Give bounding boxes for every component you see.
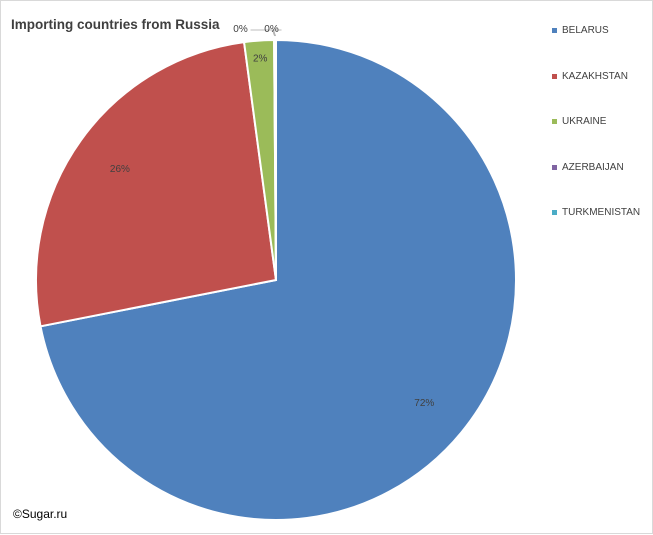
legend-label: KAZAKHSTAN bbox=[562, 70, 628, 82]
legend-swatch bbox=[552, 164, 557, 170]
chart-title: Importing countries from Russia bbox=[11, 17, 220, 32]
legend-label: UKRAINE bbox=[562, 116, 607, 127]
data-label-kazakhstan: 26% bbox=[110, 164, 130, 175]
legend-swatch bbox=[552, 73, 557, 79]
copyright-text: ©Sugar.ru bbox=[13, 507, 68, 521]
legend-label: BELARUS bbox=[562, 25, 609, 36]
leader-line bbox=[250, 29, 275, 37]
legend-label: AZERBAIJAN bbox=[562, 161, 624, 173]
legend-label: TURKMENISTAN bbox=[562, 207, 641, 218]
legend-swatch bbox=[552, 28, 557, 33]
pie-slice-kazakhstan bbox=[35, 41, 278, 328]
pie-slice-turkmenistan bbox=[274, 38, 277, 281]
data-label-ukraine: 2% bbox=[253, 53, 268, 64]
legend-swatch bbox=[552, 210, 557, 215]
legend-swatch bbox=[552, 119, 557, 124]
data-label-azerbaijan: 0% bbox=[233, 24, 248, 35]
leader-line bbox=[272, 29, 282, 37]
data-label-turkmenistan: 0% bbox=[264, 24, 279, 35]
pie-slice-belarus bbox=[39, 38, 517, 521]
data-label-belarus: 72% bbox=[414, 398, 434, 409]
